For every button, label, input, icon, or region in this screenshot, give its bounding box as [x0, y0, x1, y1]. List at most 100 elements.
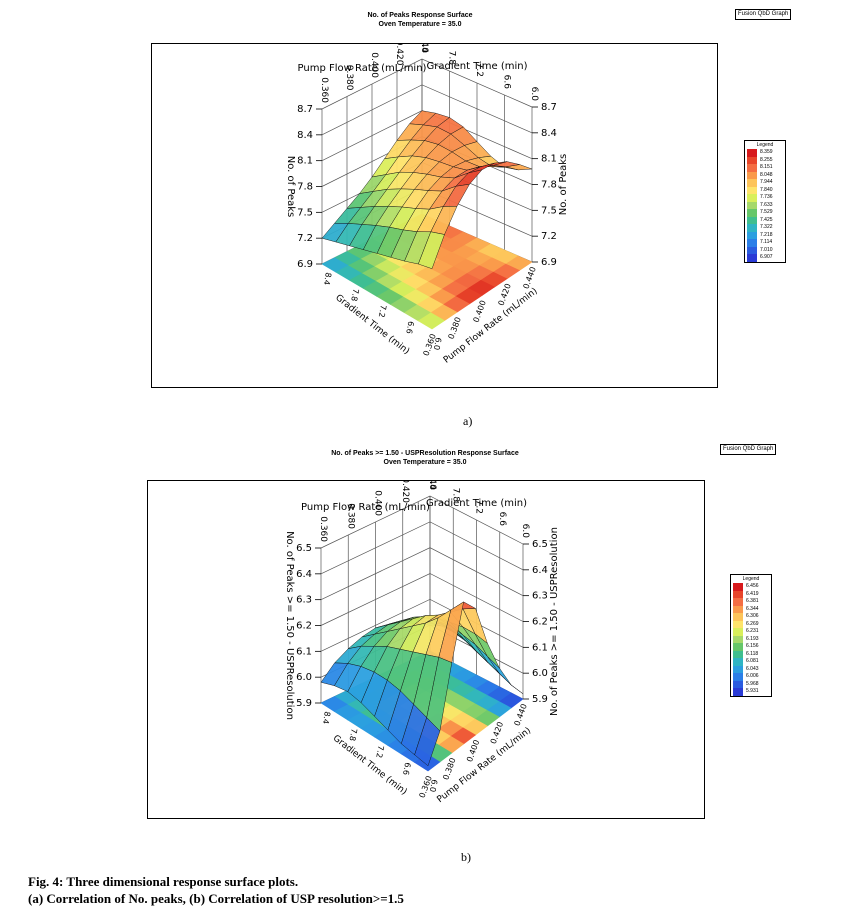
- chart-b-legend-value: 6.269: [746, 620, 759, 627]
- chart-b-x-tick-label: 0.400: [373, 490, 383, 516]
- chart-b-wall-gridline: [320, 547, 524, 600]
- chart-b-legend-value: 5.931: [746, 688, 759, 695]
- chart-b-legend-value: 6.419: [746, 590, 759, 597]
- chart-a-legend-entry: 7.218: [745, 231, 785, 239]
- chart-a-brand-badge: Fusion QbD Graph: [735, 9, 792, 20]
- chart-a-legend-value: 7.736: [760, 194, 773, 201]
- chart-b-legend-entry: 6.381: [731, 598, 771, 606]
- chart-b-legend-title: Legend: [742, 576, 760, 582]
- chart-b-panel-label: b): [461, 850, 471, 864]
- chart-b-legend-entry: 6.269: [731, 620, 771, 628]
- chart-a-floor-gradient-tick-label: 7.2: [377, 304, 388, 318]
- chart-b-legend-entry: 6.118: [731, 650, 771, 658]
- chart-a-legend-value: 7.218: [760, 231, 773, 238]
- chart-a-y-axis-title: Gradient Time (min): [426, 61, 527, 72]
- chart-b-legend-swatch: [733, 613, 743, 621]
- chart-a-legend-value: 6.907: [760, 254, 773, 261]
- chart-b-legend-entry: 6.456: [731, 583, 771, 591]
- chart-b-legend-swatch: [733, 605, 743, 613]
- chart-a-z-tick-label-right: 7.5: [541, 205, 557, 216]
- chart-b-floor-flow-tick-label: 0.400: [465, 739, 481, 764]
- chart-a-legend-swatch: [747, 231, 757, 239]
- chart-a-z-tick-label-left: 7.8: [297, 182, 313, 193]
- chart-a-legend-swatch: [747, 216, 757, 224]
- chart-a-legend-value: 8.255: [760, 156, 773, 163]
- chart-b-floor-flow-tick-label: 0.380: [441, 757, 457, 782]
- chart-b-floor-gradient-tick-label: 7.8: [348, 728, 359, 742]
- chart-b-legend-swatch: [733, 650, 743, 658]
- chart-b-z-tick-label-left: 5.9: [296, 698, 312, 709]
- chart-b-legend-entry: 6.231: [731, 628, 771, 636]
- chart-b-legend-value: 5.968: [746, 680, 759, 687]
- chart-b-legend-value: 6.043: [746, 665, 759, 672]
- chart-b-brand-badge: Fusion QbD Graph: [720, 444, 777, 455]
- chart-a-legend-swatch: [747, 254, 757, 262]
- chart-a-legend-title: Legend: [756, 142, 774, 148]
- chart-a-legend-swatch: [747, 246, 757, 254]
- chart-a-panel-label: a): [463, 414, 473, 428]
- chart-a-legend-value: 8.048: [760, 171, 773, 178]
- chart-b-x-tick-label: 0.440: [427, 481, 437, 490]
- chart-b-surface-cell: [487, 655, 512, 685]
- chart-a-legend-entry: 8.048: [745, 171, 785, 179]
- chart-b-legend-swatch: [733, 680, 743, 688]
- chart-a-title: No. of Peaks Response Surface: [367, 12, 473, 19]
- chart-a-legend-entry: 7.529: [745, 209, 785, 217]
- chart-a-legend-entry: 6.907: [745, 254, 785, 262]
- chart-a-legend-entry: 7.840: [745, 186, 785, 194]
- chart-a-floor-flow-tick-label: 0.380: [447, 316, 463, 341]
- chart-a-z-tick-label-right: 8.7: [541, 102, 557, 113]
- chart-b-legend-value: 6.193: [746, 635, 759, 642]
- chart-b-z-tick-label-left: 6.0: [296, 672, 312, 683]
- chart-b-wall-gridline: [320, 495, 524, 549]
- chart-a-legend-swatch: [747, 239, 757, 247]
- chart-b-title-block: No. of Peaks >= 1.50 - USPResolution Res…: [300, 449, 550, 467]
- chart-b-legend: Legend 6.456 6.419 6.381 6.344 6.306 6.269 6.2…: [730, 574, 772, 697]
- chart-b-y-axis-title: Gradient Time (min): [426, 498, 527, 509]
- chart-a-x-tick-label: 0.360: [319, 77, 329, 103]
- chart-a-z-tick-label-left: 8.7: [297, 104, 313, 115]
- chart-a-floor-gradient-tick-label: 6.6: [404, 320, 415, 334]
- chart-b-legend-value: 6.306: [746, 613, 759, 620]
- chart-a-z-tick-label-left: 7.2: [297, 233, 313, 244]
- chart-b-z-tick-label-right: 6.1: [532, 642, 548, 653]
- chart-b-wall-gridline: [320, 598, 524, 652]
- chart-a-y-tick-label: 6.0: [529, 87, 539, 102]
- chart-b-legend-entry: 5.968: [731, 680, 771, 688]
- chart-b-x-tick-label: 0.360: [318, 516, 328, 542]
- chart-a-legend-rows: 8.359 8.255 8.151 8.048 7.944 7.840 7.736 7.633…: [745, 149, 785, 262]
- chart-a-legend-entry: 7.322: [745, 224, 785, 232]
- chart-a-legend: Legend 8.359 8.255 8.151 8.048 7.944 7.840 7.7…: [744, 140, 786, 263]
- chart-a-wall-gridline: [321, 84, 533, 136]
- chart-a-frame: 6.9 6.9 7.2 7.2 7.5 7.5 7.8 7.8 8.1 8.1 8.4 8.4 8.7 8…: [151, 43, 718, 388]
- chart-b-wall-gridline: [320, 521, 524, 575]
- chart-a-y-tick-label: 7.8: [447, 51, 457, 66]
- chart-b-z-tick-label-right: 6.2: [532, 617, 548, 628]
- chart-a-surface: [321, 110, 533, 269]
- chart-a-x-tick-label: 0.400: [369, 52, 379, 78]
- chart-b-surface-cell: [414, 717, 441, 767]
- chart-a-wall-gridline: [321, 58, 533, 110]
- chart-b-legend-entry: 6.043: [731, 665, 771, 673]
- chart-b-z-tick-label-left: 6.2: [296, 621, 312, 632]
- chart-a-subtitle: Oven Temperature = 35.0: [378, 21, 462, 28]
- chart-a-legend-value: 7.425: [760, 216, 773, 223]
- chart-b-legend-rows: 6.456 6.419 6.381 6.344 6.306 6.269 6.231 6.193…: [731, 583, 771, 696]
- chart-a-legend-value: 7.010: [760, 246, 773, 253]
- chart-a-legend-swatch: [747, 209, 757, 217]
- chart-b-legend-entry: 6.193: [731, 635, 771, 643]
- chart-a-title-block: No. of Peaks Response Surface Oven Tempe…: [330, 11, 510, 29]
- chart-a-floor-gradient-tick-label: 7.8: [349, 288, 360, 302]
- chart-a-legend-entry: 7.736: [745, 194, 785, 202]
- chart-a-z-tick-label-left: 7.5: [297, 207, 313, 218]
- chart-b-legend-swatch: [733, 635, 743, 643]
- chart-b-legend-entry: 6.156: [731, 643, 771, 651]
- chart-a-legend-value: 7.529: [760, 209, 773, 216]
- chart-b-legend-value: 6.118: [746, 650, 759, 657]
- chart-b-floor-gradient-tick-label: 7.2: [374, 745, 385, 759]
- chart-b-legend-entry: 6.081: [731, 658, 771, 666]
- chart-b-z-tick-label-left: 6.5: [296, 543, 312, 554]
- chart-b-z-axis-title-left: No. of Peaks >= 1.50 - USPResolution: [284, 531, 295, 720]
- chart-a-legend-entry: 7.633: [745, 201, 785, 209]
- chart-a-legend-value: 7.114: [760, 239, 773, 246]
